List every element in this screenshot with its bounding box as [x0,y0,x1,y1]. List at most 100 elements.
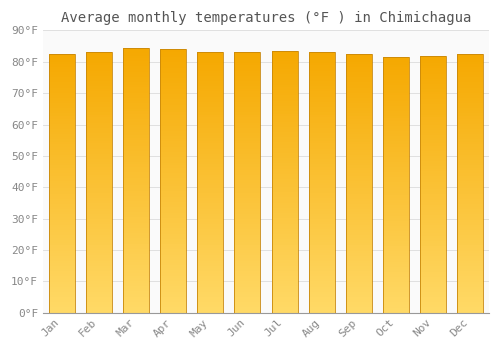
Bar [308,156,334,159]
Bar [420,115,446,117]
Bar [458,222,483,225]
Bar [383,96,409,98]
Bar [383,241,409,244]
Bar [234,141,260,144]
Bar [458,225,483,227]
Bar [123,143,149,146]
Bar [48,238,74,240]
Bar [160,126,186,128]
Bar [48,108,74,111]
Bar [160,76,186,78]
Bar [420,66,446,68]
Bar [383,261,409,264]
Bar [272,85,297,88]
Bar [86,172,112,175]
Bar [346,77,372,80]
Bar [197,198,223,201]
Bar [420,102,446,104]
Bar [346,264,372,266]
Bar [458,264,483,266]
Bar [160,215,186,218]
Bar [308,52,334,313]
Bar [346,217,372,219]
Bar [48,178,74,181]
Bar [48,248,74,251]
Bar [197,71,223,73]
Bar [160,247,186,250]
Bar [458,292,483,295]
Bar [458,276,483,279]
Bar [123,215,149,217]
Bar [160,278,186,281]
Bar [197,97,223,99]
Bar [458,90,483,93]
Bar [123,125,149,127]
Bar [308,78,334,81]
Bar [458,253,483,256]
Bar [346,80,372,82]
Bar [86,271,112,274]
Bar [272,237,297,239]
Bar [160,131,186,134]
Bar [48,126,74,129]
Bar [308,175,334,177]
Bar [308,164,334,167]
Bar [458,183,483,186]
Bar [458,106,483,108]
Bar [123,310,149,313]
Bar [48,124,74,126]
Bar [234,276,260,279]
Bar [197,292,223,294]
Bar [86,94,112,97]
Bar [346,75,372,77]
Bar [420,89,446,91]
Bar [48,90,74,93]
Bar [346,183,372,186]
Bar [346,227,372,230]
Bar [308,154,334,156]
Bar [420,246,446,248]
Bar [123,119,149,122]
Bar [346,274,372,276]
Bar [308,276,334,279]
Bar [420,56,446,58]
Bar [346,95,372,98]
Bar [383,187,409,190]
Bar [272,268,297,271]
Bar [86,115,112,118]
Bar [272,297,297,300]
Bar [197,222,223,224]
Bar [383,57,409,313]
Bar [308,133,334,136]
Bar [346,206,372,209]
Bar [458,305,483,307]
Bar [308,102,334,104]
Bar [383,162,409,164]
Bar [458,300,483,302]
Bar [420,97,446,99]
Bar [197,258,223,261]
Bar [234,107,260,110]
Bar [383,182,409,185]
Bar [197,76,223,78]
Bar [197,188,223,190]
Bar [308,216,334,219]
Bar [48,222,74,225]
Bar [272,111,297,114]
Bar [308,138,334,141]
Bar [346,248,372,251]
Bar [346,225,372,227]
Bar [160,223,186,226]
Bar [234,172,260,175]
Bar [308,118,334,120]
Bar [160,233,186,236]
Bar [197,112,223,115]
Bar [48,160,74,163]
Bar [346,85,372,88]
Bar [346,284,372,287]
Bar [383,203,409,205]
Bar [346,279,372,282]
Bar [383,175,409,177]
Bar [48,199,74,201]
Bar [308,55,334,58]
